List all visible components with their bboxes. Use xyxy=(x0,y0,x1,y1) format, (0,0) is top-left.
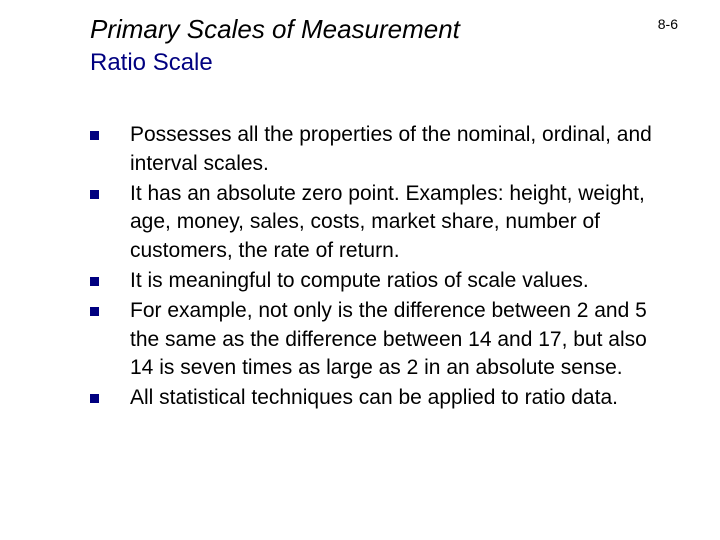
list-item-text: Possesses all the properties of the nomi… xyxy=(130,123,652,174)
list-item: All statistical techniques can be applie… xyxy=(90,384,660,412)
list-item-text: It is meaningful to compute ratios of sc… xyxy=(130,269,589,292)
square-bullet-icon xyxy=(90,394,99,403)
list-item-text: All statistical techniques can be applie… xyxy=(130,386,618,409)
list-item: Possesses all the properties of the nomi… xyxy=(90,121,660,178)
list-item: It has an absolute zero point. Examples:… xyxy=(90,180,660,265)
bullet-list: Possesses all the properties of the nomi… xyxy=(90,121,660,412)
square-bullet-icon xyxy=(90,307,99,316)
list-item-text: For example, not only is the difference … xyxy=(130,299,647,379)
square-bullet-icon xyxy=(90,277,99,286)
list-item: It is meaningful to compute ratios of sc… xyxy=(90,267,660,295)
slide: Primary Scales of Measurement 8-6 Ratio … xyxy=(0,0,720,435)
slide-subtitle: Ratio Scale xyxy=(90,49,670,77)
list-item-text: It has an absolute zero point. Examples:… xyxy=(130,182,645,262)
list-item: For example, not only is the difference … xyxy=(90,297,660,382)
slide-header: Primary Scales of Measurement 8-6 Ratio … xyxy=(90,14,670,77)
slide-body: Possesses all the properties of the nomi… xyxy=(90,121,670,412)
square-bullet-icon xyxy=(90,131,99,140)
page-number: 8-6 xyxy=(658,16,678,32)
square-bullet-icon xyxy=(90,190,99,199)
slide-title: Primary Scales of Measurement xyxy=(90,14,670,45)
